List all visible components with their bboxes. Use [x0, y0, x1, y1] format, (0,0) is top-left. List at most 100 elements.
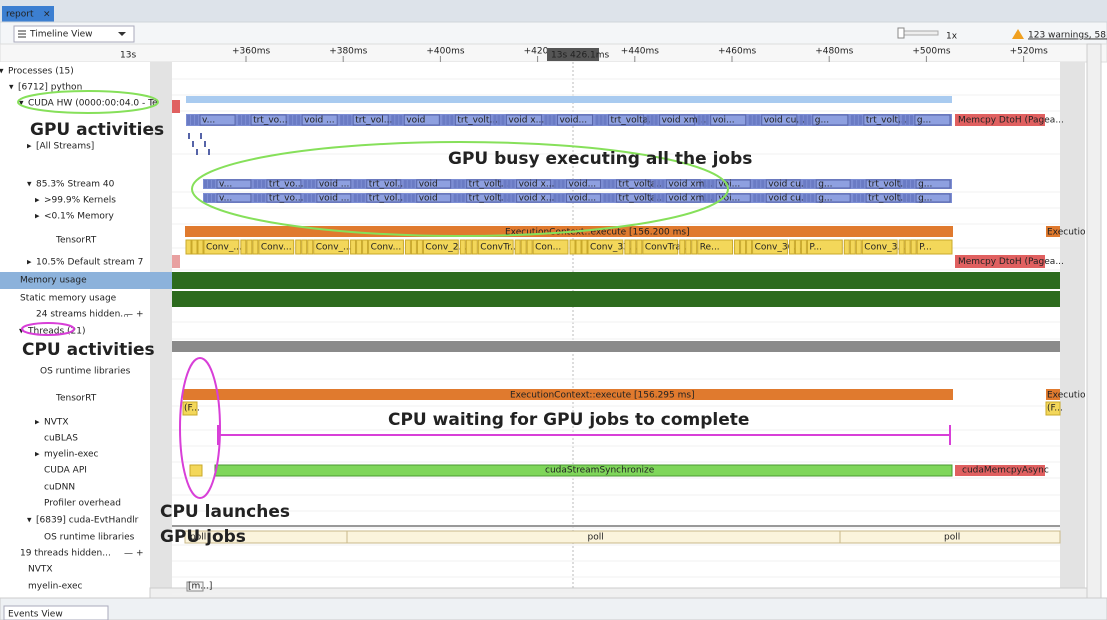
kernel: [366, 193, 402, 203]
trt-layer: [734, 239, 741, 255]
kernel: [293, 115, 297, 125]
kernel: [511, 180, 515, 188]
kernel: [266, 193, 302, 203]
trt-layer: [203, 239, 240, 255]
kernel-label: void xm...: [662, 116, 707, 126]
toolbar: [0, 21, 1107, 45]
kernel: [857, 180, 861, 188]
ruler-tick-label: +360ms: [232, 47, 270, 57]
kernel: [407, 180, 411, 188]
tree-row-label: cuDNN: [44, 483, 75, 493]
trt-layer: [520, 239, 527, 255]
trt-layer: [246, 239, 253, 255]
trt-execute-label: ExecutionContext::execute [156.200 ms]: [505, 228, 690, 238]
kernel-label: trt_vo...: [269, 194, 304, 204]
execute-short: Executio: [1047, 391, 1086, 401]
kernel-label: v...: [202, 116, 215, 126]
kernel: [905, 115, 909, 125]
trt-layer: [416, 239, 423, 255]
kernel: [661, 180, 665, 188]
warnings-link[interactable]: 123 warnings, 58 messages: [1028, 31, 1107, 41]
ruler-tick-label: +480ms: [815, 47, 853, 57]
kernel-label: trt_volt...: [868, 180, 909, 190]
kernel: [665, 179, 701, 189]
kernel: [454, 114, 491, 126]
nvtx-label: (F...: [1047, 404, 1063, 414]
trt-layer-label: Re...: [700, 243, 720, 253]
kernel: [611, 194, 615, 202]
kernel-label: v...: [219, 194, 232, 204]
tree-row-label: NVTX: [44, 418, 69, 428]
ruler-tick-label: +440ms: [621, 47, 659, 57]
trt-layer: [514, 239, 521, 255]
kernel: [548, 115, 552, 125]
highlight-ellipse: [21, 322, 75, 336]
kernel: [611, 180, 615, 188]
trt-layer: [240, 239, 247, 255]
trt-execute: [1046, 226, 1060, 237]
memcpy-edge: [172, 255, 180, 268]
poll-label: poll: [190, 533, 206, 543]
kernel-label: void: [419, 194, 438, 204]
tab: [2, 6, 54, 22]
trt-layer: [526, 239, 533, 255]
memory-usage: [172, 272, 1060, 289]
tree-row-label: Processes (15): [8, 67, 74, 77]
menu-icon: [18, 30, 26, 38]
kernel: [501, 115, 505, 125]
trt-layer-label: Conv_33...: [590, 243, 637, 253]
events-view[interactable]: Events View: [8, 610, 63, 620]
kernel: [608, 114, 645, 126]
trt-layer: [313, 239, 350, 255]
bursts: [188, 133, 190, 139]
kernel: [853, 194, 857, 202]
nvtx-label: (F...: [184, 404, 200, 414]
kernel: [303, 194, 307, 202]
trt-layer: [904, 239, 911, 255]
expander: ▾: [27, 516, 32, 526]
bottom-bar: [0, 597, 1107, 620]
kernel: [707, 194, 711, 202]
kernel: [807, 194, 811, 202]
kernel: [250, 114, 287, 126]
kernel: [650, 115, 654, 125]
kernel: [511, 194, 515, 202]
kernel: [566, 179, 601, 189]
kernel: [311, 180, 315, 188]
kernel: [461, 180, 465, 188]
trt-layer: [752, 239, 788, 255]
kernel: [803, 180, 807, 188]
kernel: [748, 115, 752, 125]
poll: [839, 530, 1061, 544]
expander: ▾: [0, 67, 4, 77]
trt-layer: [740, 239, 747, 255]
kernel: [411, 194, 415, 202]
remove-icon: —: [124, 549, 133, 559]
trt-layer: [916, 239, 953, 255]
kernel: [803, 115, 807, 125]
expander: ▸: [27, 258, 32, 268]
kernel: [753, 194, 757, 202]
tree-row-label: [6712] python: [18, 83, 82, 93]
memcpy-edge: [172, 100, 180, 113]
trt-layer: [898, 239, 905, 255]
kernel: [361, 194, 365, 202]
kernel: [653, 180, 657, 188]
kernel: [807, 115, 811, 125]
trt-layer-label: ConvTr...: [480, 243, 518, 253]
kernel: [703, 180, 707, 188]
kernel: [561, 194, 565, 202]
ruler-tick-label: +420: [524, 47, 549, 57]
tree-row-label: cuBLAS: [44, 434, 78, 444]
kernel: [516, 193, 552, 203]
kernel: [903, 194, 907, 202]
trt-layer: [532, 239, 569, 255]
kernel-label: trt_volta...: [611, 116, 657, 126]
trt-layer: [569, 239, 576, 255]
kernel-label: g...: [918, 194, 932, 204]
tree-row-label: 85.3% Stream 40: [36, 180, 115, 190]
kernel-label: trt_vol...: [355, 116, 392, 126]
nvtx-range: [1045, 401, 1061, 416]
trt-layer: [636, 239, 643, 255]
zoom-level: 1x: [946, 32, 958, 42]
